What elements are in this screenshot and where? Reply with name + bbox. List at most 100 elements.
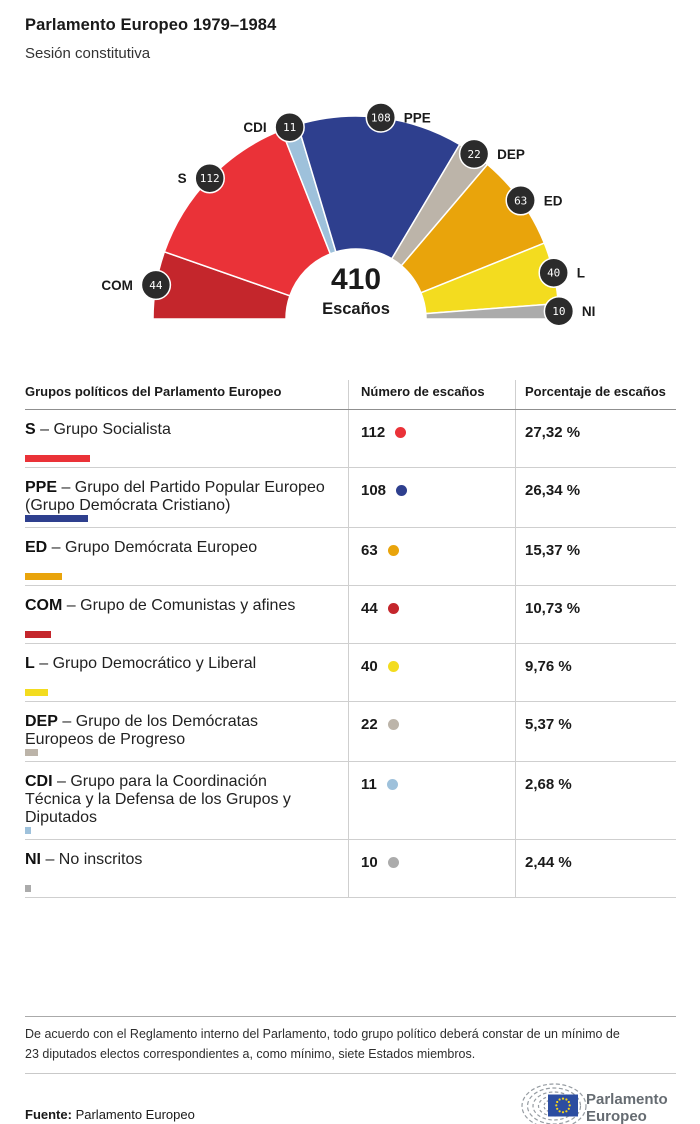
group-label-PPE: PPE [404, 111, 431, 126]
group-seats-cell: 63 [348, 528, 515, 585]
seat-bar [25, 455, 90, 462]
table-row-L: L – Grupo Democrático y Liberal 40 9,76 % [25, 644, 676, 702]
seat-bar [25, 573, 62, 580]
group-name-cell: CDI – Grupo para la Coordinación Técnica… [25, 762, 348, 839]
group-color-dot [387, 603, 399, 614]
group-name-cell: ED – Grupo Demócrata Europeo [25, 528, 348, 585]
group-name-cell: COM – Grupo de Comunistas y afines [25, 586, 348, 643]
group-seats-cell: 40 [348, 644, 515, 701]
page-title: Parlamento Europeo 1979–1984 [25, 16, 277, 34]
page-subtitle: Sesión constitutiva [25, 45, 151, 62]
group-name: DEP – Grupo de los Demócratas Europeos d… [25, 713, 258, 748]
group-seats-cell: 10 [348, 840, 515, 897]
group-name: L – Grupo Democrático y Liberal [25, 655, 257, 672]
groups-table: Grupos políticos del Parlamento Europeo … [25, 380, 676, 898]
group-percent: 15,37 % [515, 528, 676, 585]
group-name: CDI – Grupo para la Coordinación Técnica… [25, 773, 291, 826]
group-label-CDI: CDI [243, 120, 266, 135]
seat-count: 108 [361, 482, 387, 499]
group-seats-cell: 108 [348, 468, 515, 527]
table-row-PPE: PPE – Grupo del Partido Popular Europeo … [25, 468, 676, 528]
group-percent: 2,44 % [515, 840, 676, 897]
group-name: NI – No inscritos [25, 851, 143, 868]
group-seats-cell: 22 [348, 702, 515, 761]
seat-badge-DEP [458, 138, 490, 170]
source-value: Parlamento Europeo [75, 1107, 195, 1122]
group-label-COM: COM [101, 278, 133, 293]
center-caption: Escaños [322, 300, 390, 318]
group-color-dot [387, 545, 399, 556]
seat-badge-COM [140, 269, 172, 301]
group-color-dot [387, 719, 399, 730]
seat-bar [25, 749, 38, 756]
seat-bar [25, 515, 88, 522]
table-body: S – Grupo Socialista 112 27,32 % PPE – Grup… [25, 410, 676, 898]
group-seats-cell: 44 [348, 586, 515, 643]
group-name: COM – Grupo de Comunistas y afines [25, 597, 296, 614]
footnote-text: De acuerdo con el Reglamento interno del… [25, 1027, 620, 1061]
group-color-dot [387, 857, 399, 868]
seat-badge-NI [543, 295, 575, 327]
seat-bar [25, 631, 51, 638]
seat-count: 22 [361, 716, 378, 733]
col-header-seats: Número de escaños [348, 380, 515, 409]
logo-wordmark-line1: Parlamento [586, 1091, 668, 1108]
group-percent: 2,68 % [515, 762, 676, 839]
group-percent: 26,34 % [515, 468, 676, 527]
seat-badge-value-COM: 44 [149, 279, 163, 292]
logo-wordmark-line2: Europeo [586, 1108, 647, 1124]
seat-bar [25, 827, 32, 834]
table-row-DEP: DEP – Grupo de los Demócratas Europeos d… [25, 702, 676, 762]
group-color-dot [387, 661, 399, 672]
european-parliament-logo: Parlamento Europeo [521, 1083, 668, 1124]
segment-S [163, 129, 332, 297]
hemicycle-chart: 410 Escaños 44 COM 112 S 11 CDI 108 PPE 22 DEP 63 E… [101, 102, 596, 327]
seat-badge-ED [505, 185, 536, 216]
group-name: PPE – Grupo del Partido Popular Europeo … [25, 479, 325, 514]
table-row-NI: NI – No inscritos 10 2,44 % [25, 840, 676, 898]
seat-count: 11 [361, 776, 377, 793]
source-line: Fuente: Parlamento Europeo [25, 1107, 195, 1124]
seat-badge-value-ED: 63 [514, 194, 527, 207]
col-header-percent: Porcentaje de escaños [515, 380, 676, 409]
seat-count: 10 [361, 854, 378, 871]
seat-count: 63 [361, 542, 378, 559]
seat-badge-value-PPE: 108 [371, 112, 391, 125]
group-label-DEP: DEP [497, 147, 525, 162]
seat-count: 40 [361, 658, 378, 675]
seat-badge-S [194, 162, 225, 194]
group-name-cell: PPE – Grupo del Partido Popular Europeo … [25, 468, 348, 527]
group-name-cell: NI – No inscritos [25, 840, 348, 897]
seat-badge-value-DEP: 22 [467, 148, 480, 161]
seat-badge-value-CDI: 11 [283, 121, 296, 134]
col-header-groups: Grupos políticos del Parlamento Europeo [25, 384, 282, 399]
seat-badge-value-L: 40 [547, 267, 560, 280]
group-seats-cell: 112 [348, 410, 515, 467]
group-color-dot [396, 485, 408, 496]
seat-badge-value-NI: 10 [552, 305, 565, 318]
group-name-cell: S – Grupo Socialista [25, 410, 348, 467]
table-header-row: Grupos políticos del Parlamento Europeo … [25, 380, 676, 410]
group-color-dot [386, 779, 398, 790]
group-name: ED – Grupo Demócrata Europeo [25, 539, 258, 556]
footnote-divider-top [25, 1016, 676, 1017]
footer: De acuerdo con el Reglamento interno del… [25, 1016, 676, 1124]
group-label-ED: ED [544, 193, 563, 208]
seat-badge-L [538, 257, 569, 288]
table-row-ED: ED – Grupo Demócrata Europeo 63 15,37 % [25, 528, 676, 586]
group-percent: 27,32 % [515, 410, 676, 467]
seat-count: 44 [361, 600, 378, 617]
seat-bar [25, 885, 31, 892]
group-percent: 5,37 % [515, 702, 676, 761]
group-label-NI: NI [582, 304, 596, 319]
seat-badge-value-S: 112 [200, 172, 220, 185]
center-total: 410 [331, 263, 381, 296]
table-row-COM: COM – Grupo de Comunistas y afines 44 10,7… [25, 586, 676, 644]
footnote-divider-bottom [25, 1073, 676, 1074]
group-name: S – Grupo Socialista [25, 421, 171, 438]
table-row-S: S – Grupo Socialista 112 27,32 % [25, 410, 676, 468]
group-percent: 9,76 % [515, 644, 676, 701]
group-label-L: L [577, 266, 585, 281]
source-label: Fuente: [25, 1107, 72, 1122]
